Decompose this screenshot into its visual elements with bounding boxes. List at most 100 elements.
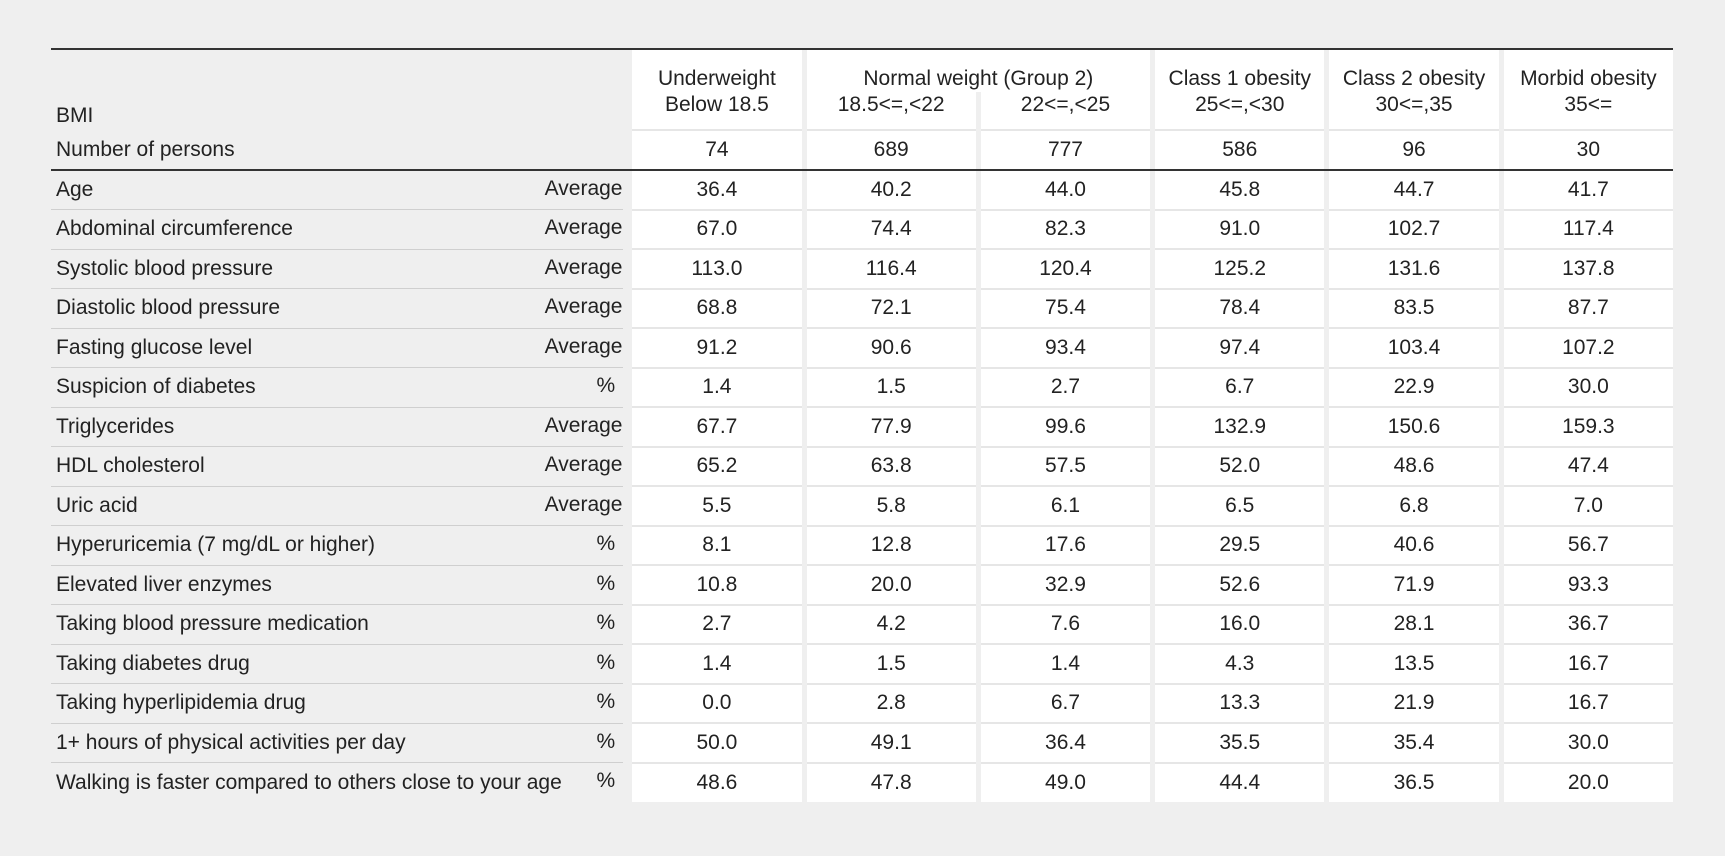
cell-value: 6.5 xyxy=(1155,486,1325,527)
cell-value: 116.4 xyxy=(806,249,976,290)
cell-value: 6.7 xyxy=(980,683,1151,724)
cell-value: 6.7 xyxy=(1155,367,1325,408)
cell-value: 35.5 xyxy=(1155,723,1325,764)
col-normal1-range: 18.5<=,<22 xyxy=(806,92,976,131)
row-unit: Average xyxy=(544,328,624,368)
cell-value: 50.0 xyxy=(632,723,802,764)
table-row: Taking hyperlipidemia drug% 0.0 2.8 6.7 13.3… xyxy=(51,683,1673,724)
cell-value: 28.1 xyxy=(1329,604,1499,645)
bmi-health-table: BMI Underweight Normal weight (Group 2) … xyxy=(51,48,1673,802)
table-row: Systolic blood pressure Average 113.0 116.4… xyxy=(51,249,1673,290)
cell-value: 47.8 xyxy=(806,762,976,802)
row-label: Triglycerides xyxy=(51,407,545,447)
table-row: Abdominal circumference Average 67.0 74.4 82… xyxy=(51,209,1673,250)
cell-value: 44.4 xyxy=(1155,762,1325,802)
cell-value: 1.4 xyxy=(632,367,802,408)
col-normal-group-name: Normal weight (Group 2) xyxy=(806,48,1151,92)
cell-value: 36.4 xyxy=(632,169,802,211)
cell-value: 8.1 xyxy=(632,525,802,566)
row-label: 1+ hours of physical activities per day xyxy=(51,723,545,763)
row-label: Diastolic blood pressure xyxy=(51,288,545,329)
cell-value: 71.9 xyxy=(1329,565,1499,606)
cell-value: 6.8 xyxy=(1329,486,1499,527)
row-unit: % xyxy=(544,644,624,684)
cell-value: 91.0 xyxy=(1155,209,1325,250)
cell-value: 12.8 xyxy=(806,525,976,566)
row-label: Elevated liver enzymes xyxy=(51,565,545,605)
cell-value: 20.0 xyxy=(806,565,976,606)
cell-value: 150.6 xyxy=(1329,407,1499,448)
row-label: Uric acid xyxy=(51,486,545,526)
row-unit: Average xyxy=(544,288,624,329)
cell-value: 13.5 xyxy=(1329,644,1499,685)
col-class1-name: Class 1 obesity xyxy=(1155,48,1325,92)
table-row: HDL cholesterol Average 65.2 63.8 57.5 52.0 48… xyxy=(51,446,1673,487)
cell-value: 97.4 xyxy=(1155,328,1325,369)
cell-value: 21.9 xyxy=(1329,683,1499,724)
table-row: Taking blood pressure medication% 2.7 4.2 7… xyxy=(51,604,1673,645)
cell-value: 30.0 xyxy=(1503,723,1673,764)
col-underweight-name: Underweight xyxy=(632,48,802,92)
row-label: HDL cholesterol xyxy=(51,446,545,487)
header-row-2: Below 18.5 18.5<=,<22 22<=,<25 25<=,<30 … xyxy=(51,92,1673,131)
cell-value: 1.5 xyxy=(806,644,976,685)
table-row: Diastolic blood pressure Average 68.8 72.1 7… xyxy=(51,288,1673,329)
row-unit: % xyxy=(544,723,624,763)
row-unit: % xyxy=(544,604,624,645)
cell-value: 10.8 xyxy=(632,565,802,606)
row-unit: Average xyxy=(544,249,624,289)
col-normal2-range: 22<=,<25 xyxy=(980,92,1151,131)
cell-value: 40.6 xyxy=(1329,525,1499,566)
cell-value: 117.4 xyxy=(1503,209,1673,250)
cell-value: 49.0 xyxy=(980,762,1151,802)
cell-value: 1.5 xyxy=(806,367,976,408)
row-unit: Average xyxy=(544,169,624,210)
row-unit: % xyxy=(544,565,624,605)
table-row: Suspicion of diabetes% 1.4 1.5 2.7 6.7 22.9 30… xyxy=(51,367,1673,408)
row-unit: Average xyxy=(544,209,624,250)
row-label: Systolic blood pressure xyxy=(51,249,545,289)
cell-value: 137.8 xyxy=(1503,249,1673,290)
row-unit: % xyxy=(544,683,624,724)
row-label: Suspicion of diabetes xyxy=(51,367,545,408)
cell-value: 2.7 xyxy=(632,604,802,645)
row-label: Taking diabetes drug xyxy=(51,644,545,684)
table-row: Age Average 36.4 40.2 44.0 45.8 44.7 41.7 xyxy=(51,169,1673,211)
row-label: Taking hyperlipidemia drug xyxy=(51,683,545,724)
cell-value: 4.2 xyxy=(806,604,976,645)
cell-value: 91.2 xyxy=(632,328,802,369)
cell-value: 1.4 xyxy=(980,644,1151,685)
table-row: Uric acid Average 5.5 5.8 6.1 6.5 6.8 7.0 xyxy=(51,486,1673,527)
cell-value: 41.7 xyxy=(1503,169,1673,211)
cell-value: 7.6 xyxy=(980,604,1151,645)
persons-count: 96 xyxy=(1329,130,1499,170)
cell-value: 125.2 xyxy=(1155,249,1325,290)
persons-count: 586 xyxy=(1155,130,1325,170)
table-row: Triglycerides Average 67.7 77.9 99.6 132.9 150… xyxy=(51,407,1673,448)
cell-value: 99.6 xyxy=(980,407,1151,448)
cell-value: 132.9 xyxy=(1155,407,1325,448)
row-label: Age xyxy=(51,169,545,210)
cell-value: 56.7 xyxy=(1503,525,1673,566)
cell-value: 40.2 xyxy=(806,169,976,211)
cell-value: 13.3 xyxy=(1155,683,1325,724)
cell-value: 48.6 xyxy=(1329,446,1499,487)
row-unit: Average xyxy=(544,407,624,447)
col-class1-range: 25<=,<30 xyxy=(1155,92,1325,131)
table-row: Walking is faster compared to others clo… xyxy=(51,762,1673,802)
cell-value: 75.4 xyxy=(980,288,1151,329)
cell-value: 16.7 xyxy=(1503,683,1673,724)
cell-value: 44.7 xyxy=(1329,169,1499,211)
table-row: 1+ hours of physical activities per day%… xyxy=(51,723,1673,764)
cell-value: 78.4 xyxy=(1155,288,1325,329)
persons-row: Number of persons 74 689 777 586 96 30 xyxy=(51,130,1673,170)
cell-value: 36.5 xyxy=(1329,762,1499,802)
cell-value: 131.6 xyxy=(1329,249,1499,290)
row-label: Abdominal circumference xyxy=(51,209,545,250)
col-class2-range: 30<=,35 xyxy=(1329,92,1499,131)
persons-count: 777 xyxy=(980,130,1151,170)
cell-value: 4.3 xyxy=(1155,644,1325,685)
row-unit: % xyxy=(544,525,624,566)
cell-value: 1.4 xyxy=(632,644,802,685)
cell-value: 17.6 xyxy=(980,525,1151,566)
